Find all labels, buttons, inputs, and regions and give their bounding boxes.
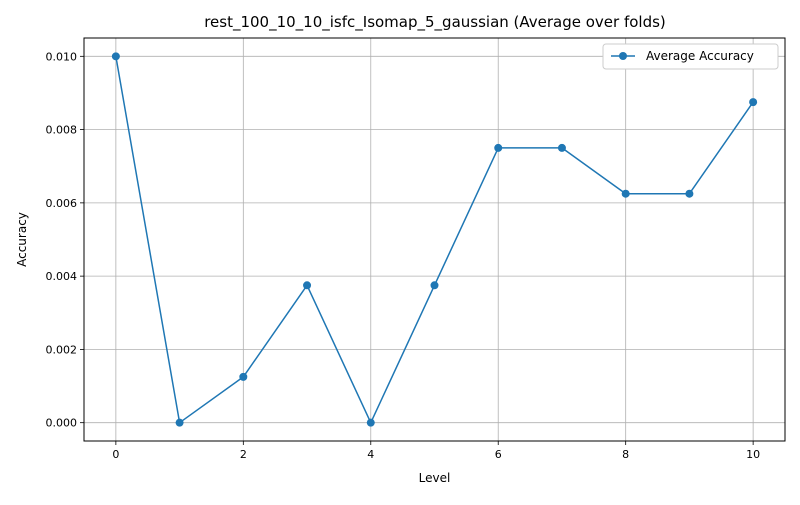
data-point <box>749 98 758 107</box>
data-point <box>685 189 694 198</box>
data-point <box>175 418 184 427</box>
y-tick-label: 0.010 <box>46 50 78 63</box>
data-point <box>239 372 248 381</box>
y-tick-label: 0.000 <box>46 417 78 430</box>
legend-marker <box>619 52 627 60</box>
data-point <box>494 143 503 152</box>
y-tick-label: 0.004 <box>46 270 78 283</box>
y-tick-label: 0.008 <box>46 124 78 137</box>
legend-box <box>602 43 779 70</box>
legend-label: Average Accuracy <box>646 49 754 63</box>
x-tick-label: 2 <box>240 448 247 461</box>
data-point <box>366 418 375 427</box>
x-axis-label: Level <box>419 471 451 485</box>
x-tick-label: 10 <box>746 448 760 461</box>
data-point <box>111 52 120 61</box>
y-tick-label: 0.002 <box>46 343 78 356</box>
chart-title: rest_100_10_10_isfc_Isomap_5_gaussian (A… <box>204 13 666 32</box>
data-point <box>621 189 630 198</box>
x-tick-label: 0 <box>112 448 119 461</box>
data-point <box>557 143 566 152</box>
x-tick-label: 6 <box>495 448 502 461</box>
plot-frame <box>83 37 786 442</box>
y-axis-label: Accuracy <box>15 212 29 267</box>
data-point <box>430 281 439 290</box>
legend: Average Accuracy <box>602 43 779 70</box>
x-tick-label: 8 <box>622 448 629 461</box>
x-tick-label: 4 <box>367 448 374 461</box>
ticks: 0 2 4 6 8 10 0.000 0.002 0.004 0.006 0.008 0.010 <box>46 50 761 461</box>
series-layer <box>111 52 758 427</box>
data-point <box>303 281 312 290</box>
y-tick-label: 0.006 <box>46 197 78 210</box>
